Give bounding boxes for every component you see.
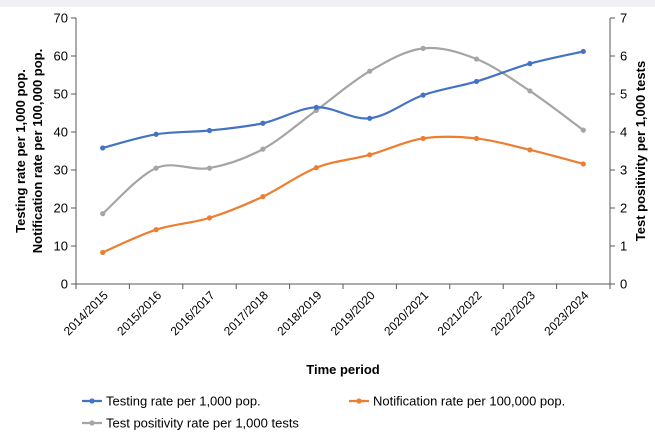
data-point-series-0: [100, 145, 106, 151]
y-left-tick-label: 20: [54, 201, 68, 216]
series-line-1: [102, 135, 584, 254]
data-point-series-0: [473, 78, 480, 85]
y-right-tick-label: 0: [620, 277, 627, 292]
data-point-series-0: [420, 92, 426, 98]
data-point-series-2: [260, 146, 266, 152]
y-left-tick-label: 30: [54, 163, 68, 178]
y-left-tick-label: 0: [61, 277, 68, 292]
data-point-series-2: [473, 56, 480, 62]
data-point-series-0: [153, 131, 159, 137]
x-axis-title: Time period: [306, 362, 380, 377]
x-tick-label: 2016/2017: [168, 288, 218, 338]
data-point-series-1: [100, 249, 106, 256]
x-tick-label: 2020/2021: [381, 288, 431, 338]
y-right-tick-label: 2: [620, 201, 627, 216]
data-point-series-2: [153, 165, 159, 171]
data-point-series-1: [580, 161, 586, 167]
legend-swatch-marker-2: [89, 420, 95, 426]
top-band: [0, 0, 655, 7]
data-point-series-0: [580, 48, 586, 55]
x-tick-label: 2022/2023: [488, 288, 538, 338]
x-tick-label: 2023/2024: [541, 288, 591, 338]
data-point-series-1: [153, 227, 159, 233]
data-point-series-1: [313, 165, 319, 171]
data-point-series-1: [473, 135, 480, 142]
y-right-tick-label: 6: [620, 49, 627, 64]
legend-label-0: Testing rate per 1,000 pop.: [106, 394, 261, 409]
y-right-tick-label: 1: [620, 239, 627, 254]
series-line-0: [102, 50, 584, 150]
data-point-series-0: [527, 61, 533, 67]
y-right-tick-label: 4: [620, 125, 627, 140]
y-axis-left-title-line1: Testing rate per 1,000 pop.: [13, 69, 28, 233]
x-tick-label: 2015/2016: [114, 288, 164, 338]
x-tick-label: 2019/2020: [328, 288, 378, 338]
data-point-series-1: [527, 147, 533, 153]
data-point-series-1: [260, 194, 266, 200]
y-left-tick-label: 60: [54, 49, 68, 64]
data-point-series-0: [313, 104, 319, 110]
y-right-tick-label: 3: [620, 163, 627, 178]
x-tick-label: 2014/2015: [61, 288, 111, 338]
y-left-tick-label: 70: [54, 11, 68, 26]
data-point-series-1: [420, 135, 426, 142]
legend-swatch-marker-1: [356, 398, 362, 404]
x-tick-label: 2017/2018: [221, 288, 271, 338]
y-right-tick-label: 5: [620, 87, 627, 102]
y-left-tick-label: 50: [54, 87, 68, 102]
data-point-series-2: [100, 211, 106, 217]
data-point-series-2: [527, 88, 533, 94]
y-left-tick-label: 10: [54, 239, 68, 254]
data-point-series-0: [206, 127, 213, 134]
legend-swatch-marker-0: [89, 398, 95, 404]
data-point-series-1: [206, 215, 213, 221]
y-axis-left-title-line2: Notification rate per 100,000 pop.: [30, 49, 45, 253]
y-right-tick-label: 7: [620, 11, 627, 26]
data-point-series-2: [367, 68, 373, 74]
x-tick-label: 2018/2019: [274, 288, 324, 338]
data-point-series-0: [260, 120, 266, 126]
series-line-2: [101, 46, 584, 215]
data-point-series-2: [206, 165, 213, 171]
legend-label-1: Notification rate per 100,000 pop.: [373, 394, 565, 409]
x-tick-label: 2021/2022: [435, 288, 485, 338]
legend-label-2: Test positivity rate per 1,000 tests: [106, 416, 299, 431]
data-point-series-0: [367, 115, 373, 121]
y-axis-right-title: Test positivity per 1,000 tests: [633, 61, 648, 241]
y-left-tick-label: 40: [54, 125, 68, 140]
data-point-series-2: [420, 45, 426, 52]
data-point-series-1: [367, 152, 373, 158]
data-point-series-2: [580, 127, 586, 133]
